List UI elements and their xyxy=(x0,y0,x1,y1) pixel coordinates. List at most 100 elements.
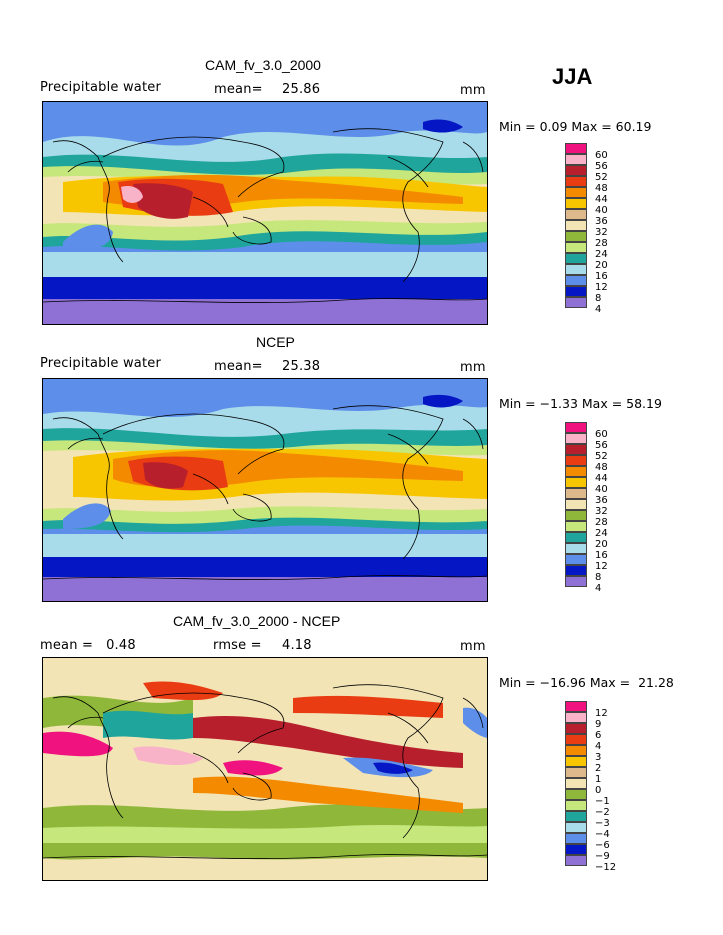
colorbar-tick-label: 28 xyxy=(595,238,608,249)
colorbar-tick-label: 12 xyxy=(595,561,608,572)
panel-1-colorbar-swatch xyxy=(565,176,587,187)
panel-1-colorbar-swatch xyxy=(565,264,587,275)
colorbar-tick-label: 52 xyxy=(595,451,608,462)
colorbar-tick-label: 36 xyxy=(595,495,608,506)
colorbar-tick-label: 9 xyxy=(595,719,602,730)
panel-1-mean-label: mean= xyxy=(214,82,263,97)
colorbar-tick-label: 16 xyxy=(595,550,608,561)
colorbar-tick-label: 56 xyxy=(595,161,608,172)
colorbar-tick-label: 40 xyxy=(595,484,608,495)
panel-3-colorbar-swatch xyxy=(565,778,587,789)
panel-2-units: mm xyxy=(460,360,486,375)
panel-2-colorbar-swatch xyxy=(565,554,587,565)
panel-1-colorbar-swatch xyxy=(565,286,587,297)
colorbar-tick-label: −6 xyxy=(595,840,610,851)
colorbar-tick-label: 56 xyxy=(595,440,608,451)
season-label: JJA xyxy=(552,64,593,89)
panel-1-colorbar-swatch xyxy=(565,253,587,264)
panel-2-colorbar-swatch xyxy=(565,576,587,587)
panel-3-map xyxy=(42,657,488,881)
colorbar-tick-label: 3 xyxy=(595,752,602,763)
panel-2-colorbar-swatch xyxy=(565,543,587,554)
colorbar-tick-label: 36 xyxy=(595,216,608,227)
panel-2-mean-label: mean= xyxy=(214,359,263,374)
panel-2-map xyxy=(42,378,488,602)
panel-3-colorbar xyxy=(565,701,587,866)
panel-3-colorbar-swatch xyxy=(565,822,587,833)
colorbar-tick-label: 6 xyxy=(595,730,602,741)
panel-3-map-field xyxy=(43,658,487,880)
colorbar-tick-label: 48 xyxy=(595,183,608,194)
panel-2-colorbar-swatch xyxy=(565,466,587,477)
panel-1-colorbar-swatch xyxy=(565,154,587,165)
panel-1-colorbar-swatch xyxy=(565,187,587,198)
panel-2-map-field xyxy=(43,379,487,601)
colorbar-tick-label: −4 xyxy=(595,829,610,840)
panel-1-map xyxy=(42,101,488,325)
colorbar-tick-label: 4 xyxy=(595,304,602,315)
colorbar-tick-label: −2 xyxy=(595,807,610,818)
colorbar-tick-label: 60 xyxy=(595,429,608,440)
panel-2-colorbar-swatch xyxy=(565,433,587,444)
panel-2-colorbar-swatch xyxy=(565,455,587,466)
colorbar-tick-label: 2 xyxy=(595,763,602,774)
panel-1-mean-value: 25.86 xyxy=(282,82,321,97)
panel-2-colorbar-swatch xyxy=(565,444,587,455)
colorbar-tick-label: 8 xyxy=(595,293,602,304)
colorbar-tick-label: 20 xyxy=(595,539,608,550)
panel-3-title: CAM_fv_3.0_2000 - NCEP xyxy=(173,613,341,629)
colorbar-tick-label: −3 xyxy=(595,818,610,829)
panel-3-colorbar-swatch xyxy=(565,800,587,811)
panel-1-colorbar-swatch xyxy=(565,143,587,154)
panel-1-colorbar-swatch xyxy=(565,275,587,286)
panel-2-colorbar-swatch xyxy=(565,510,587,521)
panel-2-colorbar-swatch xyxy=(565,521,587,532)
colorbar-tick-label: 44 xyxy=(595,473,608,484)
colorbar-tick-label: −12 xyxy=(595,862,617,873)
colorbar-tick-label: 16 xyxy=(595,271,608,282)
colorbar-tick-label: 40 xyxy=(595,205,608,216)
colorbar-tick-label: 12 xyxy=(595,282,608,293)
panel-3-minmax: Min = −16.96 Max = 21.28 xyxy=(499,675,674,690)
panel-1-variable: Precipitable water xyxy=(40,80,161,95)
panel-2-colorbar-swatch xyxy=(565,499,587,510)
colorbar-tick-label: 44 xyxy=(595,194,608,205)
colorbar-tick-label: 8 xyxy=(595,572,602,583)
panel-3-colorbar-swatch xyxy=(565,723,587,734)
panel-2-colorbar-swatch xyxy=(565,422,587,433)
panel-2-variable: Precipitable water xyxy=(40,356,161,371)
panel-1-colorbar-swatch xyxy=(565,297,587,308)
panel-3-colorbar-swatch xyxy=(565,701,587,712)
colorbar-tick-label: −9 xyxy=(595,851,610,862)
colorbar-tick-label: 24 xyxy=(595,249,608,260)
panel-3-colorbar-swatch xyxy=(565,789,587,800)
panel-1-colorbar xyxy=(565,143,587,308)
panel-1-colorbar-swatch xyxy=(565,220,587,231)
colorbar-tick-label: 0 xyxy=(595,785,602,796)
panel-3-colorbar-swatch xyxy=(565,712,587,723)
panel-2-title: NCEP xyxy=(256,334,295,350)
colorbar-tick-label: 48 xyxy=(595,462,608,473)
panel-1-colorbar-swatch xyxy=(565,231,587,242)
panel-1-title: CAM_fv_3.0_2000 xyxy=(205,57,321,73)
panel-3-colorbar-swatch xyxy=(565,767,587,778)
colorbar-tick-label: 4 xyxy=(595,583,602,594)
colorbar-tick-label: 12 xyxy=(595,708,608,719)
panel-3-rmse-label: rmse = xyxy=(213,638,262,653)
colorbar-tick-label: 60 xyxy=(595,150,608,161)
panel-3-rmse-value: 4.18 xyxy=(282,638,312,653)
panel-2-colorbar-swatch xyxy=(565,532,587,543)
colorbar-tick-label: 4 xyxy=(595,741,602,752)
panel-3-colorbar-swatch xyxy=(565,811,587,822)
colorbar-tick-label: 32 xyxy=(595,227,608,238)
panel-3-units: mm xyxy=(460,639,486,654)
colorbar-tick-label: 24 xyxy=(595,528,608,539)
colorbar-tick-label: −1 xyxy=(595,796,610,807)
colorbar-tick-label: 28 xyxy=(595,517,608,528)
panel-2-mean-value: 25.38 xyxy=(282,359,321,374)
panel-1-minmax: Min = 0.09 Max = 60.19 xyxy=(499,119,652,134)
panel-3-colorbar-swatch xyxy=(565,855,587,866)
panel-3-colorbar-swatch xyxy=(565,745,587,756)
panel-1-map-field xyxy=(43,102,487,324)
panel-3-colorbar-swatch xyxy=(565,844,587,855)
